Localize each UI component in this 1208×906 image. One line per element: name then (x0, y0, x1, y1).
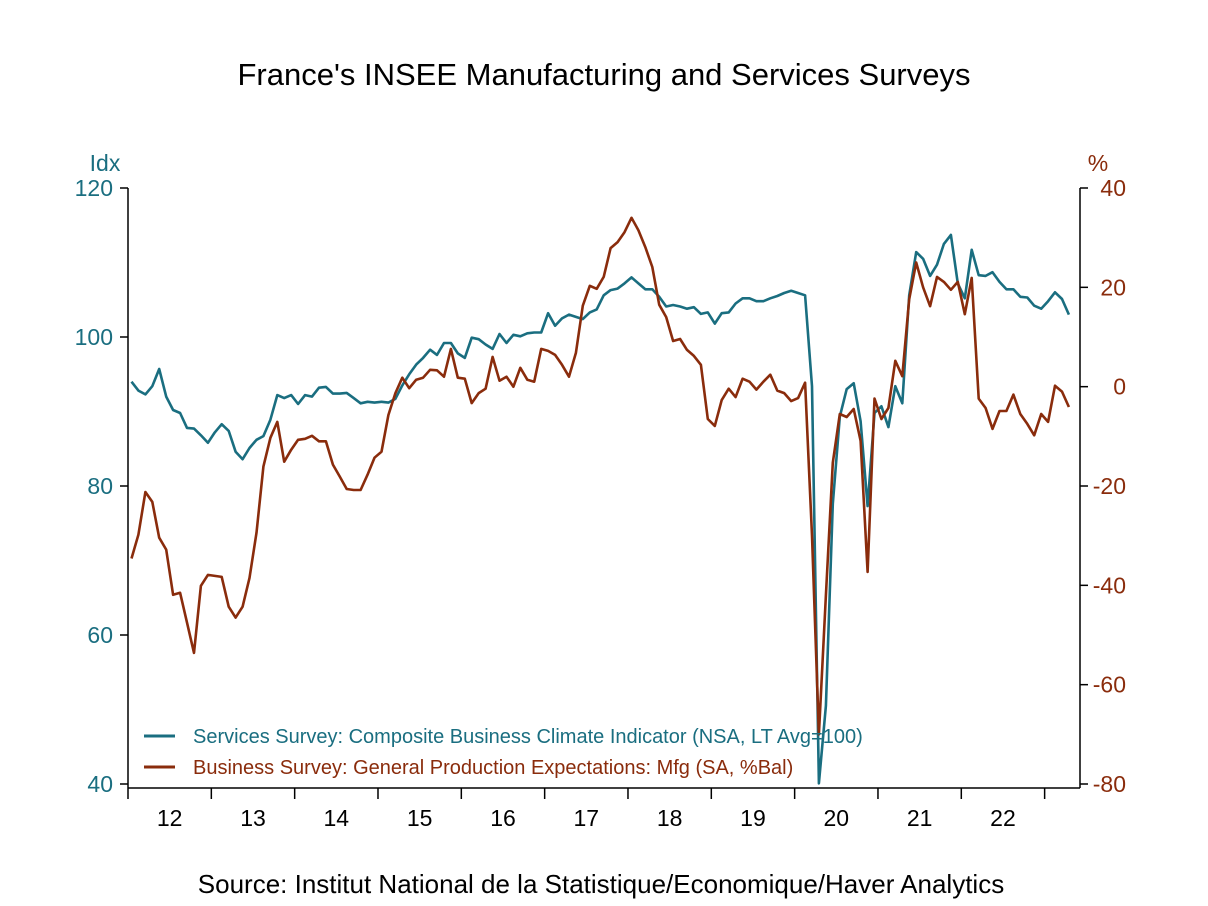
legend-label-business: Business Survey: General Production Expe… (193, 757, 793, 779)
series-lines (130, 216, 1071, 785)
left-tick-label: 60 (87, 622, 113, 648)
right-tick-label: 20 (1100, 274, 1126, 300)
x-tick-label: 20 (824, 805, 850, 831)
x-tick-label: 19 (740, 805, 766, 831)
x-tick-label: 15 (407, 805, 433, 831)
axes: 120 100 80 60 40 40 20 0 -20 -40 -60 -80 12 13 14 15 16 1… (75, 175, 1126, 831)
right-tick-label: 0 (1113, 374, 1126, 400)
chart-title: France's INSEE Manufacturing and Service… (237, 57, 970, 92)
source-note: Source: Institut National de la Statisti… (198, 869, 1004, 899)
right-tick-label: -80 (1093, 771, 1126, 797)
right-axis-label: % (1088, 150, 1108, 176)
right-tick-label: -60 (1093, 672, 1126, 698)
x-tick-label: 14 (324, 805, 350, 831)
x-tick-label: 13 (240, 805, 266, 831)
legend-label-services: Services Survey: Composite Business Clim… (193, 726, 863, 748)
right-tick-label: 40 (1100, 175, 1126, 201)
right-tick-label: -40 (1093, 572, 1126, 598)
x-tick-label: 12 (157, 805, 183, 831)
left-tick-label: 100 (75, 324, 113, 350)
x-tick-label: 18 (657, 805, 683, 831)
x-tick-label: 22 (990, 805, 1016, 831)
left-tick-label: 120 (75, 175, 113, 201)
left-axis-label: Idx (90, 150, 121, 176)
legend: Services Survey: Composite Business Clim… (144, 726, 863, 779)
services-survey-line (130, 233, 1071, 785)
x-tick-label: 16 (490, 805, 516, 831)
business-survey-line (130, 216, 1071, 736)
right-tick-label: -20 (1093, 473, 1126, 499)
left-tick-label: 40 (87, 771, 113, 797)
x-tick-label: 21 (907, 805, 933, 831)
left-tick-label: 80 (87, 473, 113, 499)
x-tick-label: 17 (574, 805, 600, 831)
